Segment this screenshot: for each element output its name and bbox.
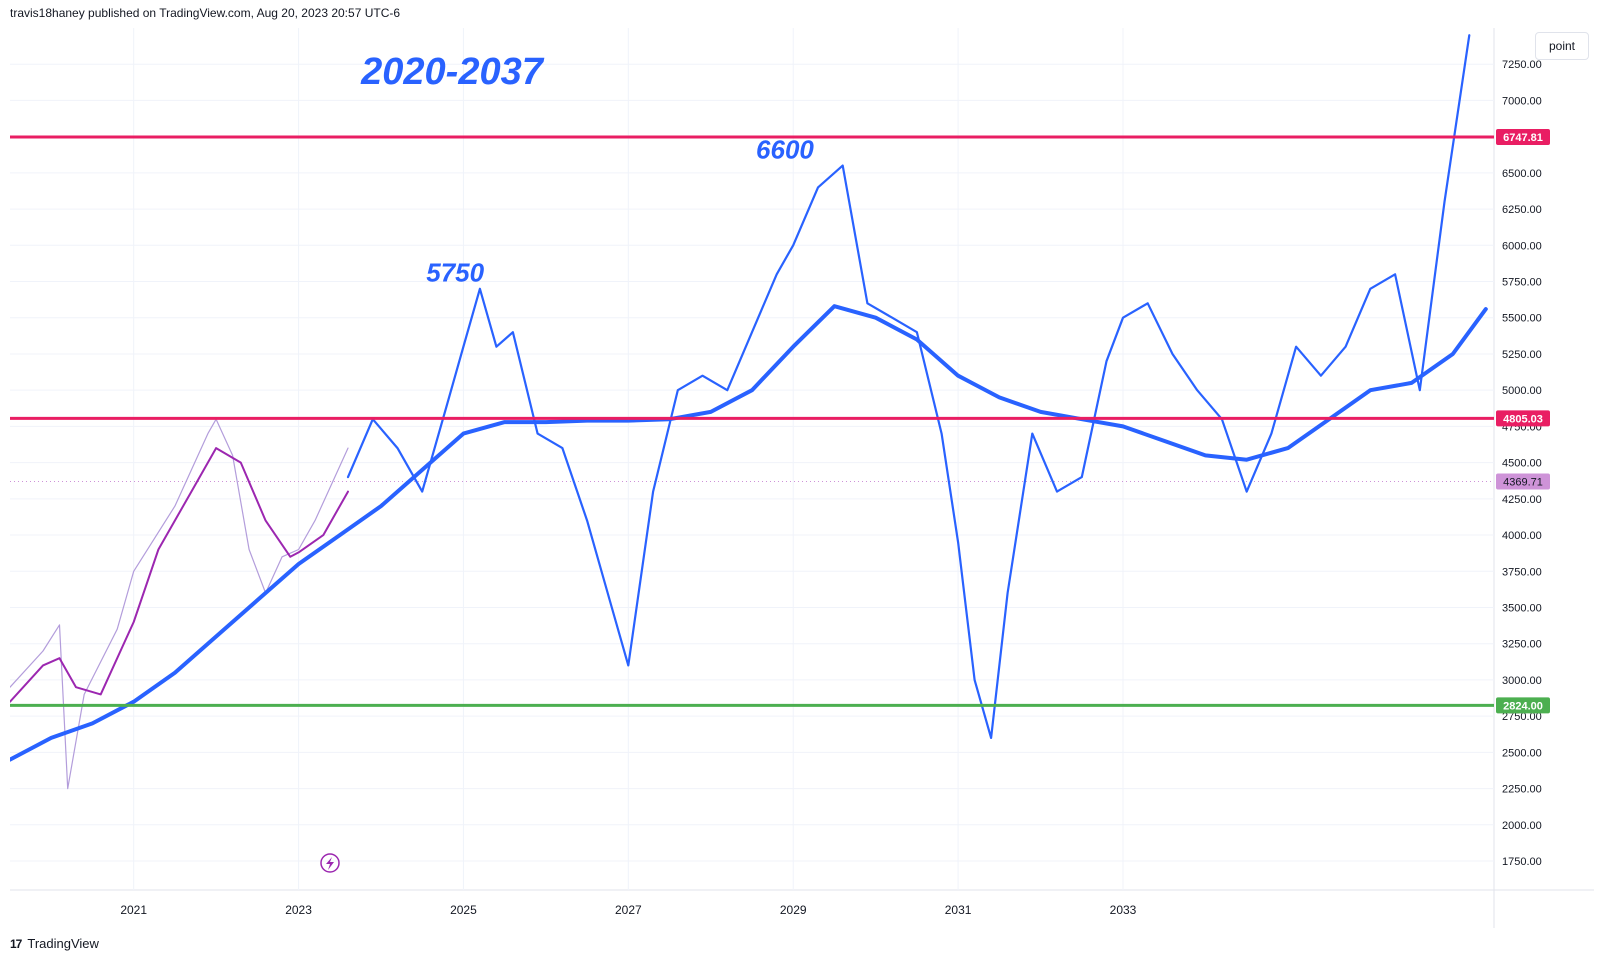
x-tick-label: 2033 <box>1110 903 1137 917</box>
y-tick-label: 3000.00 <box>1502 675 1542 687</box>
projected-price-series <box>346 34 1471 740</box>
chart-background <box>10 28 1594 928</box>
y-tick-label: 7000.00 <box>1502 95 1542 107</box>
flash-icon[interactable] <box>320 853 340 873</box>
chart-title: 2020-2037 <box>360 51 545 93</box>
footer-brand: 17 TradingView <box>10 936 99 951</box>
y-tick-label: 4000.00 <box>1502 530 1542 542</box>
y-tick-label: 2250.00 <box>1502 784 1542 796</box>
y-tick-label: 7250.00 <box>1502 59 1542 71</box>
y-tick-label: 5500.00 <box>1502 313 1542 325</box>
scale-mode-button[interactable]: point <box>1535 32 1589 60</box>
y-tick-label: 3250.00 <box>1502 639 1542 651</box>
level-price-tag <box>1496 410 1550 427</box>
y-tick-label: 2750.00 <box>1502 711 1542 723</box>
brand-label: TradingView <box>27 936 99 951</box>
y-tick-label: 3500.00 <box>1502 602 1542 614</box>
y-tick-label: 4500.00 <box>1502 458 1542 470</box>
y-tick-label: 5750.00 <box>1502 277 1542 289</box>
chart-area[interactable]: 1750.00 2000.00 2250.00 2500.00 2750.00 3000.… <box>10 28 1594 928</box>
level-price-label: 4805.03 <box>1503 413 1543 425</box>
y-tick-label: 2000.00 <box>1502 820 1542 832</box>
price-annotation: 6600 <box>756 134 814 164</box>
price-chart[interactable]: 1750.00 2000.00 2250.00 2500.00 2750.00 3000.… <box>10 28 1594 928</box>
y-tick-label: 6250.00 <box>1502 204 1542 216</box>
projected-moving-average-series <box>10 304 1488 762</box>
price-annotation: 5750 <box>426 258 484 288</box>
y-tick-label: 6000.00 <box>1502 240 1542 252</box>
y-tick-label: 2500.00 <box>1502 747 1542 759</box>
y-tick-label: 4250.00 <box>1502 494 1542 506</box>
x-tick-label: 2027 <box>615 903 642 917</box>
x-tick-label: 2029 <box>780 903 807 917</box>
current-price-label: 4369.71 <box>1503 476 1543 488</box>
level-price-label: 2824.00 <box>1503 700 1543 712</box>
x-tick-label: 2025 <box>450 903 477 917</box>
level-price-tag <box>1496 128 1550 145</box>
level-price-tag <box>1496 697 1550 714</box>
x-tick-label: 2031 <box>945 903 972 917</box>
y-tick-label: 3750.00 <box>1502 566 1542 578</box>
flash-bolt-icon <box>326 857 334 870</box>
historical-price-series <box>10 418 349 790</box>
x-tick-label: 2023 <box>285 903 312 917</box>
historical-moving-average-series <box>10 447 349 703</box>
x-tick-label: 2021 <box>120 903 147 917</box>
y-tick-label: 6500.00 <box>1502 168 1542 180</box>
y-tick-label: 5250.00 <box>1502 349 1542 361</box>
level-price-label: 6747.81 <box>1503 132 1543 144</box>
publisher-caption: travis18haney published on TradingView.c… <box>10 6 401 20</box>
y-tick-label: 5000.00 <box>1502 385 1542 397</box>
tradingview-logo-icon: 17 <box>10 936 22 951</box>
y-tick-label: 1750.00 <box>1502 856 1542 868</box>
current-price-tag <box>1496 473 1550 490</box>
